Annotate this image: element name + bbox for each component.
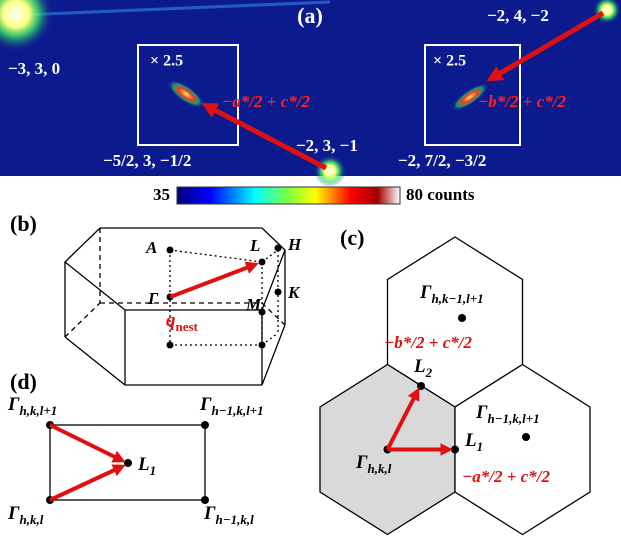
point	[275, 289, 282, 296]
vector-label: −a*/2 + c*/2	[462, 467, 550, 486]
colorbar	[177, 187, 400, 204]
arrow	[50, 467, 121, 500]
reflection-label: −2, 3, −1	[296, 136, 358, 155]
point-label: A	[145, 238, 157, 257]
subscript: h−1,k,l	[215, 512, 254, 527]
point	[259, 259, 266, 266]
subscript: h,k,l	[367, 461, 391, 476]
subscript: h−1,k,l+1	[487, 411, 539, 426]
arrow	[170, 265, 254, 297]
point	[167, 342, 174, 349]
point-label: M	[245, 295, 262, 314]
panel-label: (c)	[340, 225, 364, 250]
symbol: q	[166, 310, 176, 331]
figure: (a) −3, 3, 0 −2, 3, −1 −2, 4, −2 × 2.5 × 2.5 −…	[0, 0, 621, 537]
symbol: Γ	[475, 402, 488, 423]
symbol: L	[464, 430, 477, 451]
vector-label: −a*/2 + c*/2	[222, 92, 310, 111]
point-label: Γh−1,k,l	[203, 503, 254, 527]
point-label: H	[287, 235, 302, 254]
panel-label: (a)	[297, 3, 323, 28]
point	[124, 459, 132, 467]
edge	[262, 325, 285, 385]
edge	[65, 337, 125, 385]
subscript: 1	[150, 463, 157, 478]
point-label: Γ	[147, 289, 159, 308]
point-label: L	[249, 236, 260, 255]
symbol: L	[137, 454, 150, 475]
subscript: h−1,k,l+1	[211, 403, 263, 418]
symbol: Γ	[355, 452, 368, 473]
colorbar-label: 35	[153, 185, 170, 204]
guide-line	[170, 250, 262, 262]
reflection-label: −3, 3, 0	[8, 59, 60, 78]
point	[451, 446, 459, 454]
subscript: h,k,l	[19, 512, 43, 527]
subscript: h,k−1,l+1	[431, 291, 483, 306]
symbol: Γ	[7, 394, 20, 415]
point-label: Γh,k,l	[7, 503, 44, 527]
position-label: −5/2, 3, −1/2	[103, 151, 191, 170]
point-label: Γh,k,l+1	[7, 394, 57, 418]
hidden-edge	[65, 303, 100, 337]
position-label: −2, 7/2, −3/2	[398, 151, 486, 170]
hidden-edge	[262, 303, 285, 325]
point	[417, 382, 425, 390]
symbol: Γ	[203, 503, 216, 524]
panel-label: (d)	[10, 369, 37, 394]
zoom-label: × 2.5	[433, 53, 466, 70]
vector-label: −b*/2 + c*/2	[478, 92, 566, 111]
point	[259, 342, 266, 349]
point	[167, 247, 174, 254]
symbol: Γ	[199, 394, 212, 415]
zoom-label: × 2.5	[150, 53, 183, 70]
point	[275, 245, 282, 252]
bragg-peak	[314, 155, 346, 187]
point-label: Γh−1,k,l+1	[199, 394, 264, 418]
point	[201, 421, 209, 429]
colorbar-label: 80 counts	[406, 185, 475, 204]
subscript: nest	[176, 319, 199, 334]
subscript: 2	[425, 365, 433, 380]
vector-label: qnest	[166, 310, 199, 334]
symbol: Γ	[419, 282, 432, 303]
subscript: h,k,l+1	[19, 403, 57, 418]
symbol: L	[413, 356, 426, 377]
reflection-label: −2, 4, −2	[487, 6, 549, 25]
panel-label: (b)	[10, 211, 37, 236]
symbol: Γ	[7, 503, 20, 524]
subscript: 1	[477, 439, 484, 454]
vector-label: −b*/2 + c*/2	[384, 333, 472, 352]
point	[458, 314, 466, 322]
point	[522, 433, 530, 441]
point-label: K	[287, 283, 301, 302]
point-label: L1	[137, 454, 156, 478]
arrow	[50, 425, 121, 460]
